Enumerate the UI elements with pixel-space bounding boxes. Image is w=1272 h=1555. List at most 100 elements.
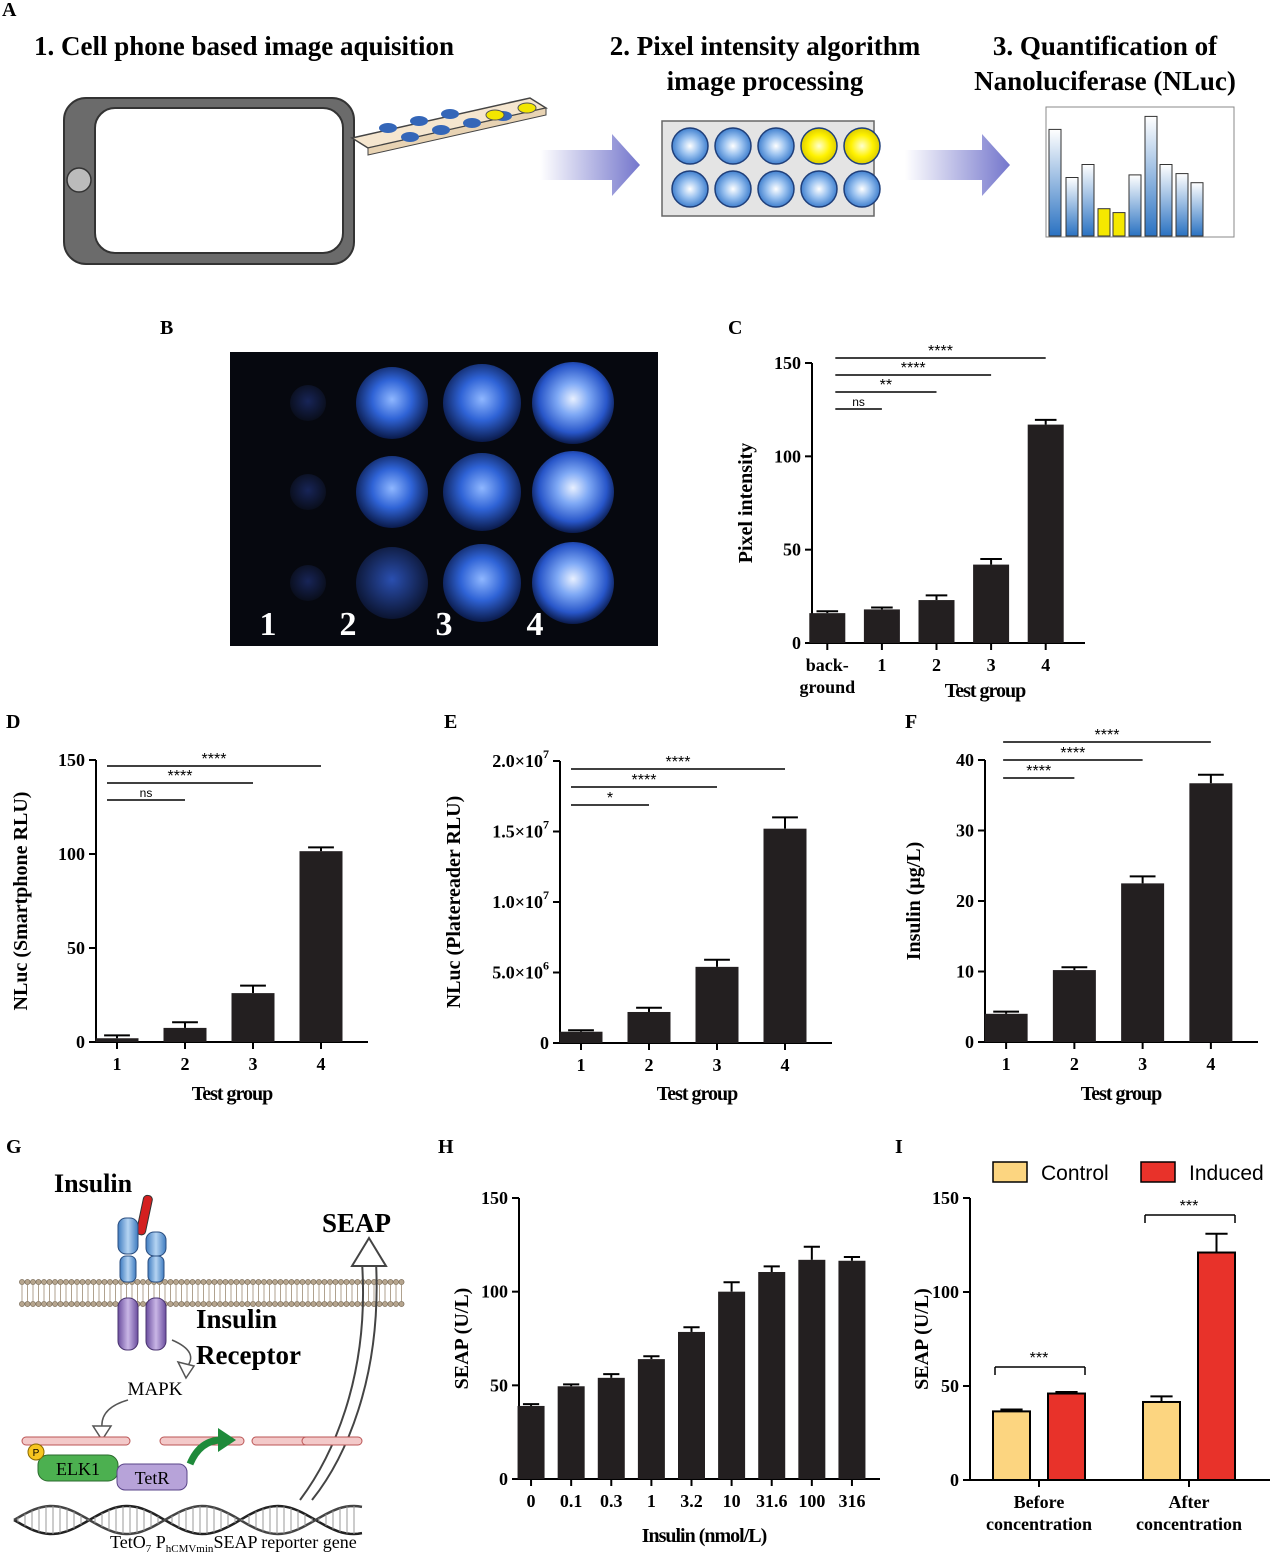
x-tick-label: 3 (713, 1055, 722, 1075)
plate-well-icon (714, 170, 752, 208)
lipid-head (195, 1279, 201, 1285)
legend-label: Control (1041, 1162, 1109, 1185)
luminescent-well (290, 385, 326, 421)
y-tick-label: 0 (950, 1470, 959, 1490)
tetr-protein (116, 1463, 188, 1491)
phone-button-icon (66, 167, 92, 193)
lipid-head (387, 1279, 394, 1285)
x-tick-label: 2 (1070, 1054, 1079, 1074)
lipid-head (398, 1279, 405, 1285)
plate-well-icon (757, 170, 795, 208)
lipid-head (250, 1279, 256, 1285)
bar (758, 1271, 786, 1479)
step2-label-2: image processing (667, 66, 864, 96)
bar (557, 1386, 585, 1479)
lipid-head (30, 1301, 36, 1307)
panel-letter-h: H (438, 1136, 454, 1158)
lipid-head (393, 1279, 399, 1285)
bar (1121, 883, 1165, 1042)
x-tick-label: ground (799, 677, 855, 697)
phone-illustration (63, 97, 355, 265)
lipid-head (305, 1301, 311, 1307)
lipid-head (222, 1301, 229, 1307)
y-tick-label: 50 (941, 1376, 959, 1396)
legend-swatch (992, 1161, 1028, 1183)
bar (1189, 783, 1233, 1042)
lipid-head (46, 1279, 53, 1285)
lipid-head (184, 1279, 190, 1285)
y-tick-label: 0 (965, 1032, 974, 1052)
chromatin-segment (301, 1436, 363, 1446)
plate-well-icon (843, 170, 881, 208)
x-tick-label: After (1169, 1492, 1210, 1512)
lipid-head (41, 1279, 47, 1285)
significance-label: *** (1180, 1198, 1199, 1215)
y-axis-title: SEAP (U/L) (911, 1288, 933, 1390)
mini-bar (1081, 164, 1095, 237)
bar (517, 1405, 545, 1479)
lipid-head (173, 1279, 179, 1285)
panel-a: A 1. Cell phone based image aquisition 2… (2, 0, 1236, 265)
lipid-head (57, 1279, 64, 1285)
lipid-head (189, 1279, 196, 1285)
lipid-head (250, 1301, 256, 1307)
lipid-head (354, 1301, 361, 1307)
bar (992, 1410, 1031, 1482)
chart-nluc-platereader: 0 5.0×106 1.0×107 1.5×107 2.0×107 NLuc (Plate… (443, 747, 832, 1105)
bar (809, 613, 846, 643)
well-label: 1 (260, 606, 277, 643)
lipid-head (365, 1279, 372, 1285)
y-tick-label: 30 (956, 821, 974, 841)
lipid-head (24, 1301, 31, 1307)
bar (95, 1038, 139, 1042)
lipid-head (134, 1279, 141, 1285)
receptor-label-1: Insulin (196, 1304, 277, 1334)
bar (231, 993, 275, 1042)
dna-strand (13, 1504, 363, 1536)
lipid-head (310, 1301, 317, 1307)
lipid-head (200, 1301, 207, 1307)
mini-bar (1175, 173, 1189, 237)
mini-bar-chart-illustration (1045, 106, 1235, 238)
lipid-head (101, 1301, 108, 1307)
x-tick-label: 3.2 (680, 1491, 703, 1511)
significance-label: **** (1026, 763, 1051, 780)
panel-letter-f: F (905, 711, 917, 733)
x-tick-label: 0.1 (560, 1491, 583, 1511)
lipid-head (211, 1279, 218, 1285)
lipid-head (261, 1279, 267, 1285)
lipid-head (332, 1301, 339, 1307)
y-tick-label: 100 (774, 446, 801, 466)
y-tick-label: 50 (490, 1375, 508, 1395)
lipid-head (217, 1301, 223, 1307)
y-tick-label: 0 (499, 1469, 508, 1489)
luminescent-well (443, 364, 521, 442)
chart-insulin: 0 10 20 30 40 Insulin (μg/L) 1 2 3 4 Test group ***… (903, 727, 1258, 1105)
phosphate-label: P (33, 1448, 40, 1459)
luminescent-well (532, 542, 614, 624)
lipid-head (112, 1301, 119, 1307)
y-tick-label: 10 (956, 962, 974, 982)
lipid-head (90, 1279, 97, 1285)
lipid-head (57, 1301, 64, 1307)
lipid-head (68, 1279, 75, 1285)
lipid-head (41, 1301, 47, 1307)
lipid-head (63, 1301, 69, 1307)
lipid-head (310, 1279, 317, 1285)
receptor-label-2: Receptor (196, 1340, 301, 1370)
arrow-icon (540, 134, 640, 196)
lipid-head (200, 1279, 207, 1285)
x-tick-label: 2 (932, 655, 941, 675)
cell-membrane (19, 1279, 405, 1307)
significance-label: ns (140, 786, 153, 800)
phosphate-icon (27, 1443, 45, 1461)
x-tick-label: 2 (181, 1054, 190, 1074)
insulin-label: Insulin (54, 1169, 133, 1198)
x-tick-label: 1 (113, 1054, 122, 1074)
lipid-head (228, 1279, 234, 1285)
luminescent-well (356, 367, 428, 439)
lipid-head (266, 1279, 273, 1285)
y-tick-label: 1.5×107 (492, 818, 549, 842)
lipid-head (178, 1279, 185, 1285)
plate-illustration (350, 97, 548, 156)
